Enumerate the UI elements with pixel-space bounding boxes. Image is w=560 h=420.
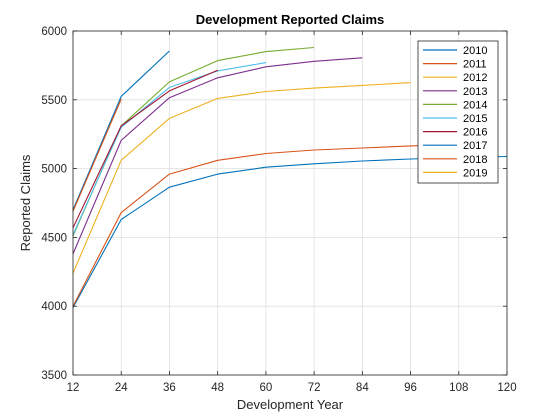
- x-tick-label: 108: [449, 382, 468, 394]
- y-tick-label: 4000: [41, 301, 67, 313]
- legend-label-2013: 2013: [463, 86, 487, 98]
- series-line-2011: [72, 143, 459, 307]
- series-line-2017: [72, 50, 170, 211]
- x-tick-label: 36: [163, 382, 176, 394]
- legend-label-2012: 2012: [463, 72, 487, 84]
- series-line-2016: [72, 69, 218, 229]
- x-tick-label: 12: [67, 382, 80, 394]
- series-line-2012: [72, 82, 411, 274]
- y-axis-label: Reported Claims: [18, 154, 33, 251]
- y-tick-label: 5000: [41, 164, 67, 176]
- legend-label-2018: 2018: [463, 154, 487, 166]
- x-tick-label: 120: [497, 382, 516, 394]
- x-axis-label: Development Year: [237, 397, 344, 412]
- y-tick-label: 5500: [41, 95, 67, 107]
- y-tick-label: 6000: [41, 26, 67, 38]
- series-line-2013: [72, 57, 363, 255]
- plot-area: [72, 30, 508, 376]
- y-tick-label: 3500: [41, 370, 67, 382]
- legend-label-2019: 2019: [463, 167, 487, 179]
- x-tick-label: 60: [259, 382, 272, 394]
- legend-label-2016: 2016: [463, 127, 487, 139]
- legend-label-2010: 2010: [463, 45, 487, 57]
- series-line-2015: [72, 62, 266, 235]
- y-tick-label: 4500: [41, 232, 67, 244]
- x-tick-label: 72: [308, 382, 321, 394]
- legend-label-2014: 2014: [463, 99, 487, 111]
- x-tick-label: 48: [211, 382, 224, 394]
- x-tick-label: 84: [356, 382, 369, 394]
- legend-label-2011: 2011: [463, 59, 487, 71]
- x-tick-label: 96: [404, 382, 417, 394]
- x-tick-label: 24: [115, 382, 128, 394]
- legend-label-2015: 2015: [463, 113, 487, 125]
- legend-label-2017: 2017: [463, 140, 487, 152]
- chart-title: Development Reported Claims: [196, 12, 385, 27]
- series-line-2018: [72, 98, 122, 212]
